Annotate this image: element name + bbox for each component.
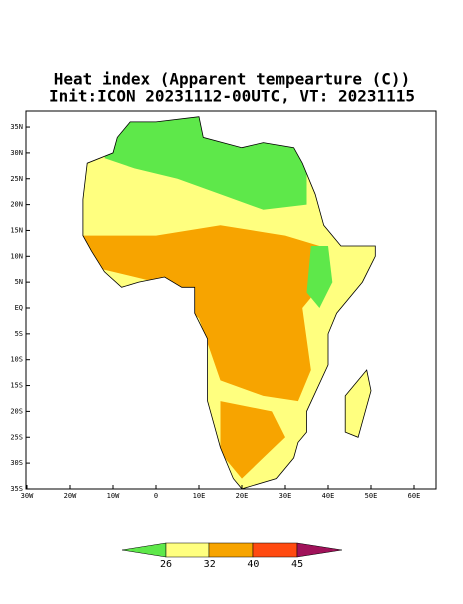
heat-green-east (306, 246, 333, 308)
colorbar-swatch (165, 542, 210, 558)
lat-label: 10N (10, 252, 23, 260)
lat-label: 30N (10, 149, 23, 157)
lat-label: 25N (10, 175, 23, 183)
colorbar-labels: 26 32 40 45 (160, 559, 303, 570)
title-line-2: Init:ICON 20231112-00UTC, VT: 20231115 (49, 87, 415, 106)
colorbar-label: 45 (291, 559, 303, 570)
heat-orange (82, 225, 320, 402)
lat-label: 25S (10, 433, 23, 441)
lon-label: 30E (279, 492, 292, 500)
lat-label: EQ (15, 304, 23, 312)
coastline (82, 116, 376, 490)
lat-label: 15S (10, 382, 23, 390)
lon-label: 20E (236, 492, 249, 500)
lat-label: 20S (10, 407, 23, 415)
colorbar-label: 26 (160, 559, 172, 570)
lon-label: 60E (408, 492, 421, 500)
lat-label: 10S (10, 356, 23, 364)
lon-label: 20W (64, 492, 77, 500)
lon-label: 40E (322, 492, 335, 500)
title-line-1: Heat index (Apparent tempearture (C)) (54, 70, 410, 89)
lat-label: 35S (10, 485, 23, 493)
lon-label: 10E (193, 492, 206, 500)
lat-label: 15N (10, 226, 23, 234)
colorbar-swatch (252, 542, 298, 558)
colorbar-swatch (121, 542, 167, 558)
lat-label: 5S (15, 330, 23, 338)
lat-label: 20N (10, 201, 23, 209)
colorbar-swatch (208, 542, 254, 558)
lat-label: 35N (10, 123, 23, 131)
lon-label: 10W (107, 492, 120, 500)
colorbar-label: 32 (204, 559, 216, 570)
colorbar-label: 40 (247, 559, 259, 570)
colorbar-swatch (296, 542, 343, 558)
colorbar (121, 542, 343, 558)
lon-label: 0 (154, 492, 158, 500)
lon-label: 30W (21, 492, 34, 500)
heat-orange-south (220, 401, 285, 479)
lat-label: 5N (15, 278, 23, 286)
ticks: 30W 20W 10W 0 10E 20E 30E 40E 50E 60E 35N 30N 25N 20N… (10, 123, 420, 500)
lat-label: 30S (10, 459, 23, 467)
lon-label: 50E (365, 492, 378, 500)
